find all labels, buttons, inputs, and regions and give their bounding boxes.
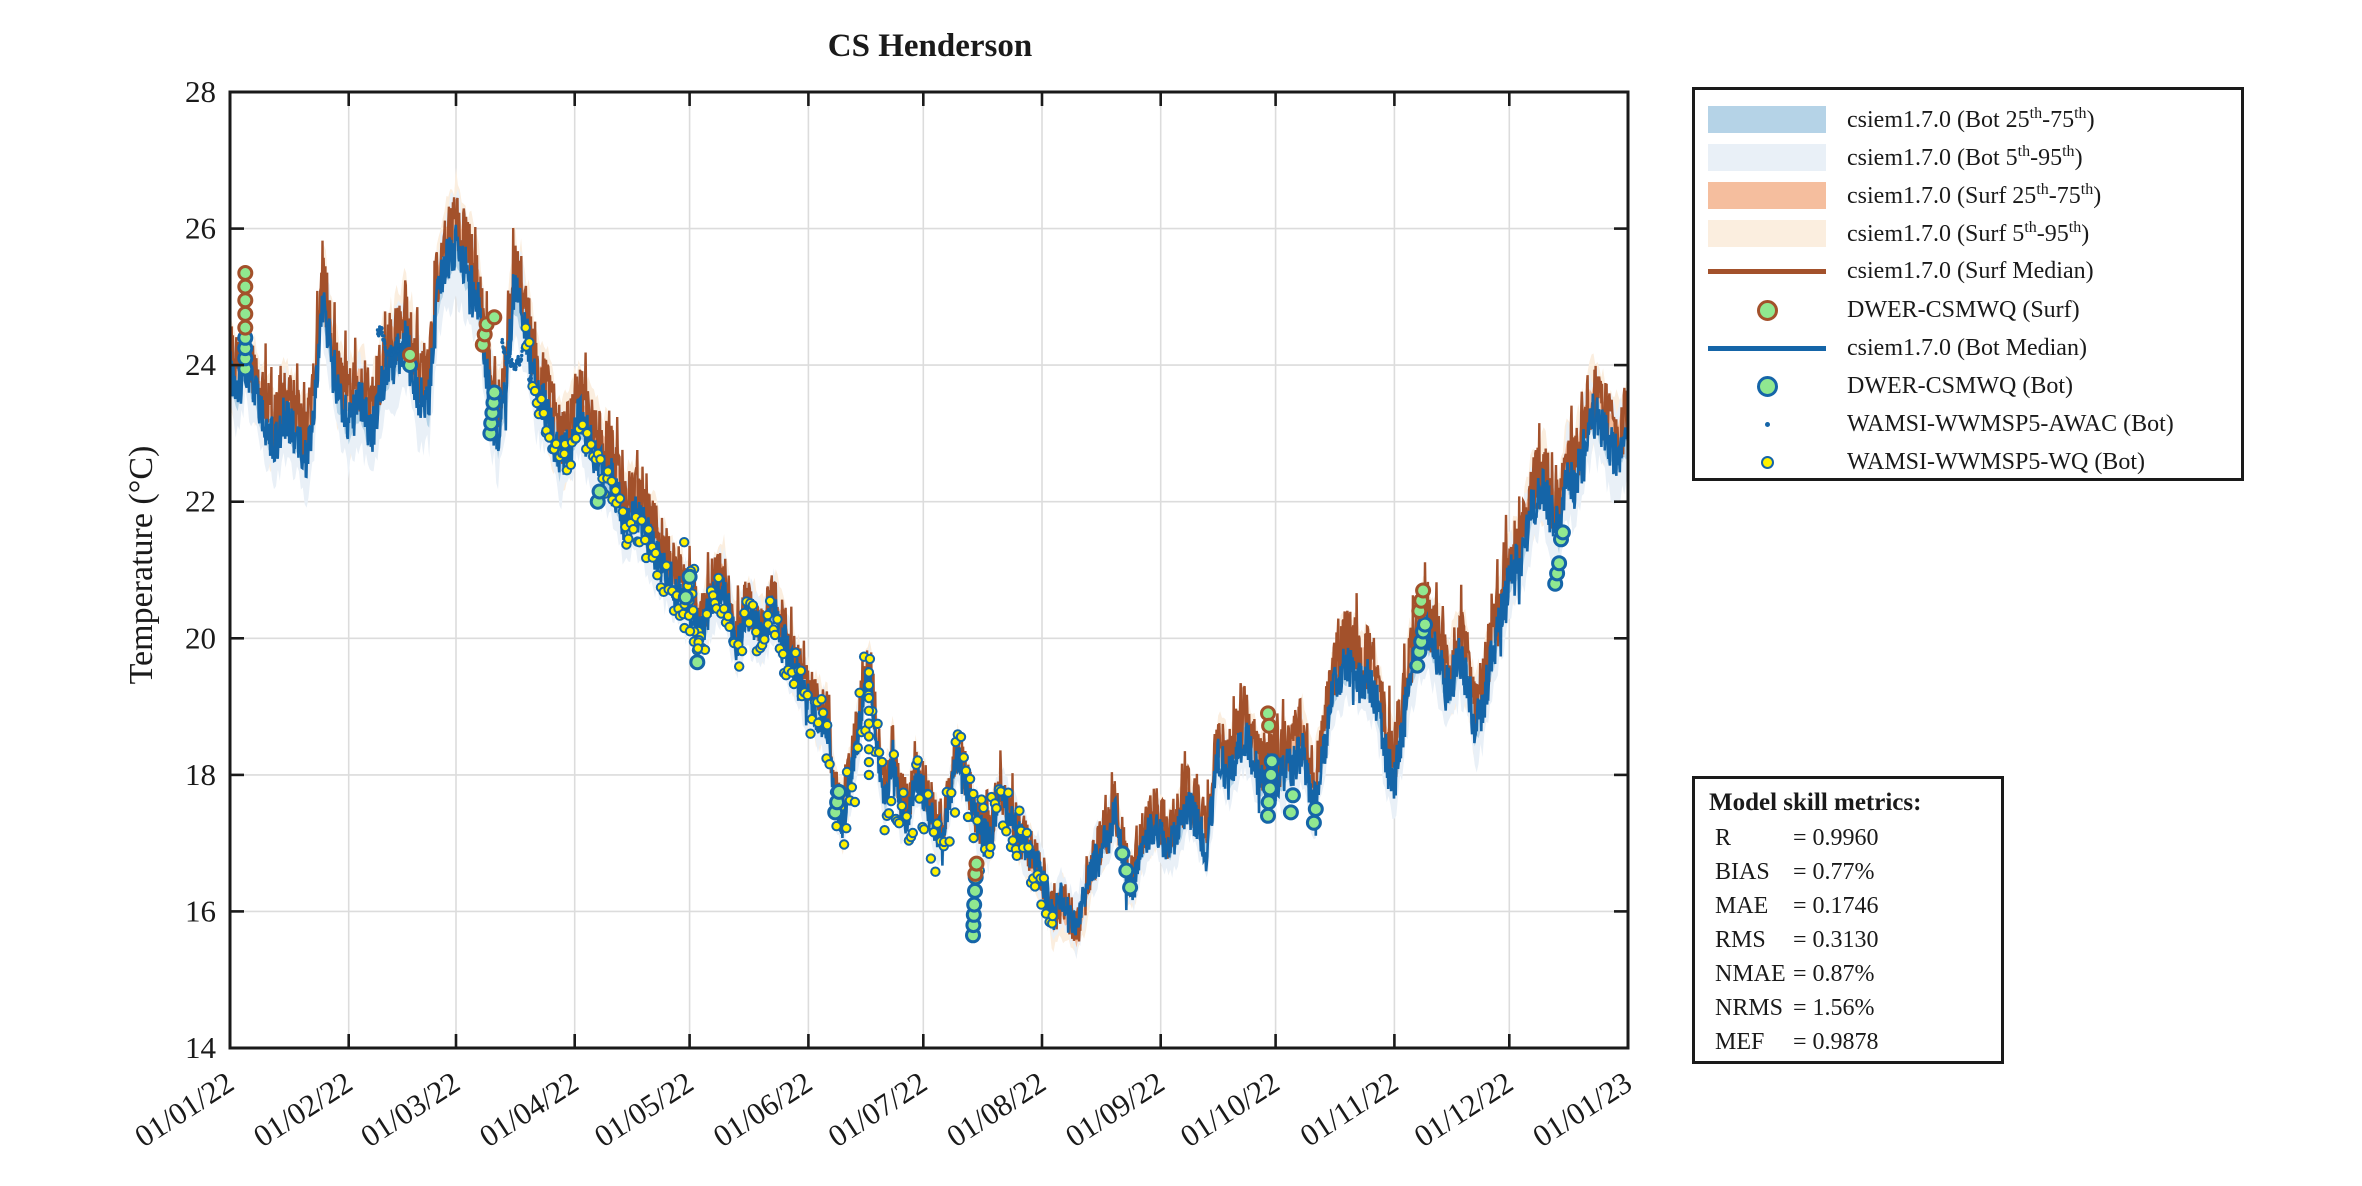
svg-text:01/11/22: 01/11/22	[1294, 1065, 1405, 1154]
legend-item-surf-median: csiem1.7.0 (Surf Median)	[1695, 253, 2241, 291]
legend-item-label: WAMSI-WWMSP5-AWAC (Bot)	[1847, 411, 2174, 438]
metric-row-nmae: NMAE = 0.87%	[1715, 961, 1875, 987]
legend-item-bot-5-95: csiem1.7.0 (Bot 5th-95th)	[1695, 138, 2241, 176]
svg-text:14: 14	[185, 1030, 217, 1065]
legend-item-label: csiem1.7.0 (Bot Median)	[1847, 334, 2087, 361]
legend-item-label: WAMSI-WWMSP5-WQ (Bot)	[1847, 449, 2145, 476]
metric-row-bias: BIAS = 0.77%	[1715, 859, 1875, 885]
svg-text:24: 24	[185, 347, 217, 382]
legend-item-label: csiem1.7.0 (Bot 25th-75th)	[1847, 104, 2095, 133]
plot-box	[228, 90, 1630, 1050]
legend-rows: csiem1.7.0 (Bot 25th-75th) csiem1.7.0 (B…	[1695, 100, 2241, 482]
svg-text:26: 26	[185, 211, 216, 246]
legend-item-label: csiem1.7.0 (Surf Median)	[1847, 258, 2094, 285]
svg-text:01/02/22: 01/02/22	[247, 1065, 359, 1154]
svg-text:18: 18	[185, 757, 216, 792]
svg-text:01/06/22: 01/06/22	[707, 1065, 819, 1154]
legend-item-dwer-surf: DWER-CSMWQ (Surf)	[1695, 291, 2241, 329]
svg-text:01/10/22: 01/10/22	[1174, 1065, 1286, 1154]
axis-ticks	[228, 90, 1630, 1050]
dwer-bot-points	[237, 329, 1571, 944]
svg-text:01/09/22: 01/09/22	[1059, 1065, 1171, 1154]
svg-text:22: 22	[185, 484, 216, 519]
surf-median-line-swatch	[1708, 269, 1826, 275]
y-axis-label: Temperature (°C)	[123, 445, 160, 685]
dwer-surf-marker-swatch	[1756, 299, 1778, 321]
legend-item-label: csiem1.7.0 (Surf 5th-95th)	[1847, 219, 2090, 248]
legend-item-surf-5-95: csiem1.7.0 (Surf 5th-95th)	[1695, 215, 2241, 253]
svg-text:01/01/22: 01/01/22	[128, 1065, 240, 1154]
svg-text:01/08/22: 01/08/22	[940, 1065, 1052, 1154]
bot-median-line-swatch	[1708, 345, 1826, 351]
surf-5-95-band-swatch	[1708, 220, 1826, 248]
surf-25-75-band-swatch	[1708, 181, 1826, 209]
bot-25-75-band-swatch	[1708, 105, 1826, 133]
dwer-bot-marker-swatch	[1756, 375, 1778, 397]
svg-text:20: 20	[185, 620, 216, 655]
surf-median-line	[228, 197, 1629, 942]
wamsi-awac-marker-swatch	[1764, 422, 1770, 428]
svg-text:01/05/22: 01/05/22	[588, 1065, 700, 1154]
svg-text:01/12/22: 01/12/22	[1408, 1065, 1520, 1154]
legend-item-bot-median: csiem1.7.0 (Bot Median)	[1695, 329, 2241, 367]
metric-row-mef: MEF = 0.9878	[1715, 1029, 1879, 1055]
svg-text:01/03/22: 01/03/22	[354, 1065, 466, 1154]
chart-title: CS Henderson	[827, 28, 1033, 64]
legend-item-dwer-bot: DWER-CSMWQ (Bot)	[1695, 367, 2241, 405]
legend-item-bot-25-75: csiem1.7.0 (Bot 25th-75th)	[1695, 100, 2241, 138]
svg-text:01/01/23: 01/01/23	[1526, 1065, 1638, 1154]
legend-item-wamsi-awac: WAMSI-WWMSP5-AWAC (Bot)	[1695, 406, 2241, 444]
wamsi-wq-marker-swatch	[1760, 456, 1774, 470]
legend-item-wamsi-wq: WAMSI-WWMSP5-WQ (Bot)	[1695, 444, 2241, 482]
metric-row-mae: MAE = 0.1746	[1715, 893, 1879, 919]
model-skill-metrics-box: Model skill metrics: R = 0.9960 BIAS = 0.7…	[1692, 776, 2004, 1064]
bot-median-line	[228, 224, 1630, 936]
legend-item-label: DWER-CSMWQ (Bot)	[1847, 372, 2073, 399]
y-tick-labels: 14 16 18 20 22 24 26 28	[185, 74, 217, 1065]
svg-text:28: 28	[185, 74, 216, 109]
svg-text:01/07/22: 01/07/22	[822, 1065, 934, 1154]
legend: csiem1.7.0 (Bot 25th-75th) csiem1.7.0 (B…	[1692, 87, 2244, 481]
svg-text:01/04/22: 01/04/22	[473, 1065, 585, 1154]
metrics-title: Model skill metrics:	[1709, 789, 1922, 816]
metric-row-r: R = 0.9960	[1715, 825, 1879, 851]
svg-text:16: 16	[185, 893, 216, 928]
dwer-surf-points	[237, 265, 1432, 882]
legend-item-label: DWER-CSMWQ (Surf)	[1847, 296, 2080, 323]
legend-item-label: csiem1.7.0 (Surf 25th-75th)	[1847, 180, 2102, 209]
wamsi-wq-points	[520, 322, 1058, 929]
legend-item-surf-25-75: csiem1.7.0 (Surf 25th-75th)	[1695, 176, 2241, 214]
bot-5-95-band-swatch	[1708, 143, 1826, 171]
metric-row-nrms: NRMS = 1.56%	[1715, 995, 1875, 1021]
metric-row-rms: RMS = 0.3130	[1715, 927, 1879, 953]
legend-item-label: csiem1.7.0 (Bot 5th-95th)	[1847, 142, 2083, 171]
